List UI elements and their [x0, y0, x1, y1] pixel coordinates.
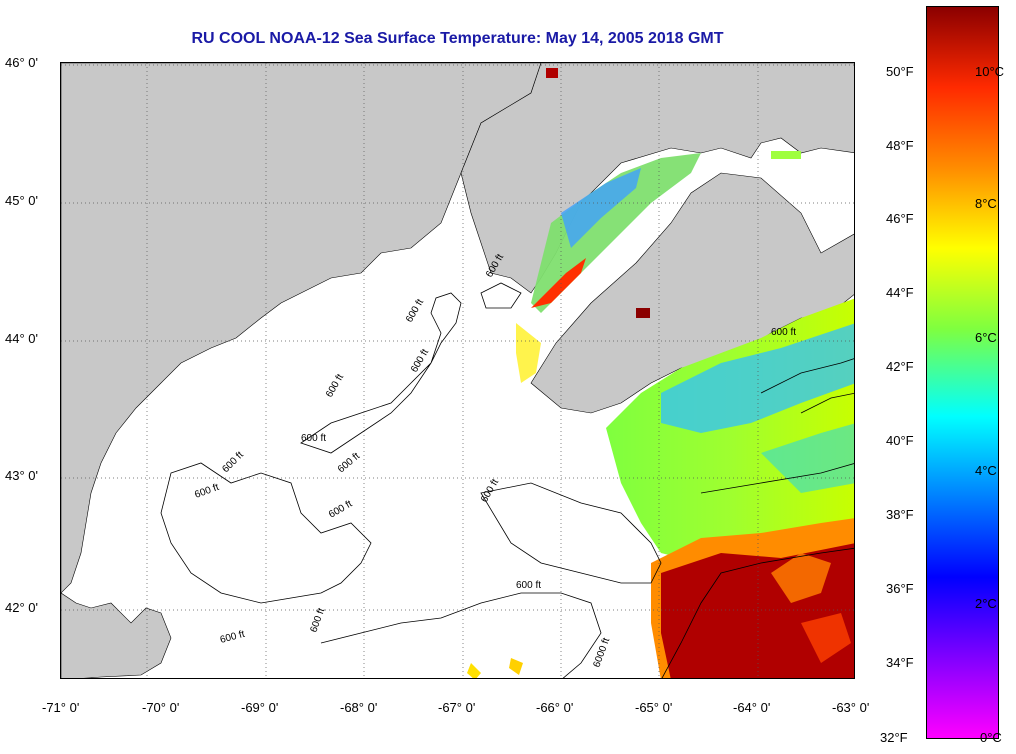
colorbar-label-f: 40°F [886, 433, 914, 448]
land-cape-cod [61, 592, 172, 678]
contour-label: 600 ft [336, 451, 362, 476]
lat-tick-label: 46° 0' [5, 55, 38, 70]
colorbar-label-f: 42°F [886, 359, 914, 374]
colorbar-label-c: 2°C [975, 596, 997, 611]
lat-tick-label: 43° 0' [5, 468, 38, 483]
contour-label: 600 ft [219, 629, 246, 646]
colorbar-label-f: 50°F [886, 64, 914, 79]
map-title: RU COOL NOAA-12 Sea Surface Temperature:… [191, 30, 724, 47]
contour-label: 600 ft [404, 297, 426, 324]
lat-tick-label: 44° 0' [5, 331, 38, 346]
contour-label: 6000 ft [591, 636, 612, 669]
colorbar-label-c: 4°C [975, 463, 997, 478]
contour-label: 600 ft [301, 433, 326, 444]
contour-label: 600 ft [409, 347, 431, 374]
contour-label: 600 ft [479, 477, 501, 504]
lon-tick-label: -66° 0' [536, 700, 574, 715]
sst-scotian-blue [661, 323, 854, 433]
sst-warm-orange-swirl [771, 553, 831, 603]
contour-label: 600 ft [220, 449, 246, 475]
land-new-england [61, 63, 542, 594]
temperature-colorbar [926, 6, 999, 739]
land-nova-scotia [530, 172, 854, 414]
lon-tick-label: -70° 0' [142, 700, 180, 715]
sst-map: 600 ft 600 ft 600 ft 600 ft 600 ft 600 f… [60, 62, 855, 679]
bathymetry-contours [160, 282, 854, 678]
lon-tick-label: -63° 0' [832, 700, 870, 715]
colorbar-label-f: 34°F [886, 655, 914, 670]
colorbar-label-c: 6°C [975, 330, 997, 345]
lat-tick-label: 42° 0' [5, 600, 38, 615]
contour-label: 600 ft [516, 580, 541, 591]
colorbar-label-c: 8°C [975, 196, 997, 211]
lon-tick-label: -68° 0' [340, 700, 378, 715]
contour-label: 600 ft [308, 607, 327, 634]
sst-fundy-blue [561, 168, 641, 248]
lon-tick-label: -71° 0' [42, 700, 80, 715]
map-grid [61, 63, 854, 678]
contour-label: 600 ft [324, 372, 346, 399]
sst-warm-swirl2 [801, 613, 851, 663]
sst-patch-fundy-top [771, 151, 801, 159]
colorbar-label-f: 36°F [886, 581, 914, 596]
lon-tick-label: -69° 0' [241, 700, 279, 715]
contour-label: 600 ft [193, 482, 220, 501]
colorbar-label-f: 44°F [886, 285, 914, 300]
contour-label: 600 ft [327, 498, 354, 520]
lon-tick-label: -65° 0' [635, 700, 673, 715]
sst-patch-top [546, 68, 558, 78]
colorbar-label-c: 0°C [980, 730, 1002, 745]
sst-map-canvas: 600 ft 600 ft 600 ft 600 ft 600 ft 600 f… [61, 63, 854, 678]
lon-tick-label: -64° 0' [733, 700, 771, 715]
lon-tick-label: -67° 0' [438, 700, 476, 715]
colorbar-label-f: 32°F [880, 730, 908, 745]
sst-scotian-cyan [761, 423, 854, 493]
sst-patch-sw2 [467, 663, 481, 678]
contour-label: 600 ft [771, 327, 796, 338]
colorbar-label-f: 38°F [886, 507, 914, 522]
sst-patch-minas [636, 308, 650, 318]
sst-patch-sw1 [509, 658, 523, 675]
colorbar-label-f: 48°F [886, 138, 914, 153]
lat-tick-label: 45° 0' [5, 193, 38, 208]
sst-patch-mid [516, 323, 541, 383]
sst-fundy-red [531, 258, 586, 308]
colorbar-label-c: 10°C [975, 64, 1005, 79]
colorbar-label-f: 46°F [886, 211, 914, 226]
